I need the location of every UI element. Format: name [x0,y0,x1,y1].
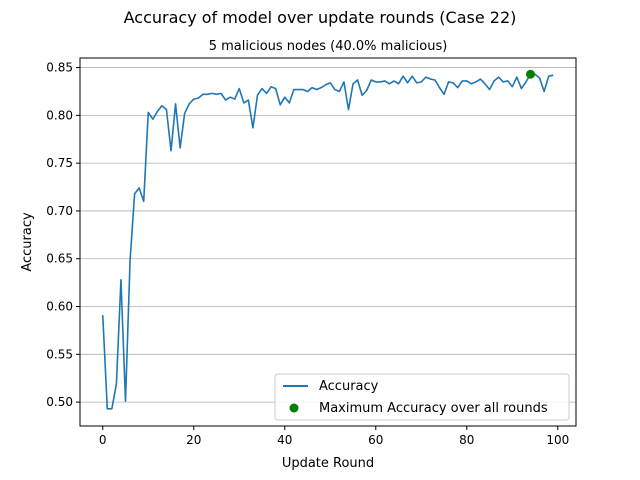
x-tick-label: 80 [459,433,474,447]
marker-layer [525,69,535,79]
y-tick-label: 0.65 [46,252,73,266]
y-tick-label: 0.70 [46,204,73,218]
legend-box [274,373,570,421]
max-accuracy-point [525,69,535,79]
chart-title: Accuracy of model over update rounds (Ca… [124,8,517,27]
x-axis-ticks: 0 20 40 60 80 100 [99,426,569,447]
y-tick-label: 0.85 [46,61,73,75]
series-line-accuracy [101,73,554,410]
y-tick-label: 0.75 [46,156,73,170]
y-tick-label: 0.80 [46,108,73,122]
x-tick-label: 40 [277,433,292,447]
x-tick-label: 60 [368,433,383,447]
x-tick-label: 0 [99,433,107,447]
y-tick-label: 0.55 [46,347,73,361]
series-layer [101,73,554,410]
plot-frame [79,57,577,427]
grid-lines [80,67,576,403]
x-axis-label: Update Round [282,456,374,471]
y-tick-label: 0.60 [46,300,73,314]
legend-entry-maximum: Maximum Accuracy over all rounds [319,401,548,416]
y-tick-label: 0.50 [46,395,73,409]
x-tick-label: 20 [186,433,201,447]
legend-dot-swatch [289,403,299,413]
chart-subtitle: 5 malicious nodes (40.0% malicious) [209,39,448,54]
legend: Accuracy Maximum Accuracy over all round… [274,373,570,421]
y-axis-label: Accuracy [20,212,35,272]
y-axis-ticks: 0.50 0.55 0.60 0.65 0.70 0.75 0.80 0.85 [46,61,80,409]
legend-entry-accuracy: Accuracy [319,379,379,394]
x-tick-label: 100 [546,433,569,447]
